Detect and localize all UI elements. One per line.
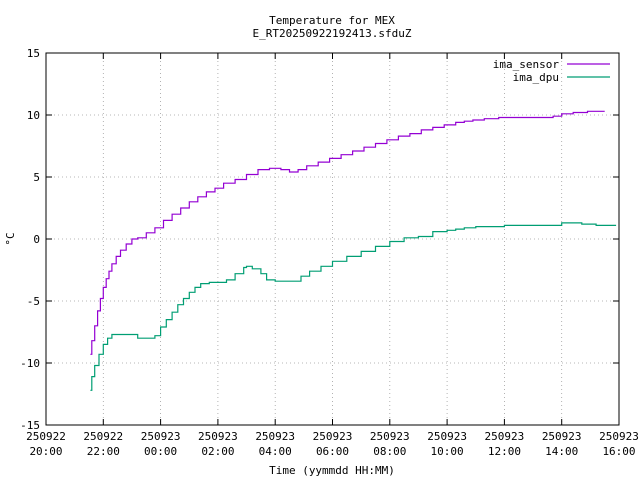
x-tick-date: 250923 bbox=[198, 430, 238, 443]
plot-border bbox=[45, 52, 620, 426]
y-tick-label: -15 bbox=[20, 419, 40, 432]
y-axis-ticks: -15 -10 -5 0 5 10 15 bbox=[20, 47, 619, 432]
y-tick-label: -10 bbox=[20, 357, 40, 370]
x-tick-date: 250923 bbox=[599, 430, 639, 443]
y-tick-label: 5 bbox=[33, 171, 40, 184]
x-tick-time: 02:00 bbox=[201, 445, 234, 458]
x-tick-date: 250923 bbox=[141, 430, 181, 443]
x-tick-time: 08:00 bbox=[373, 445, 406, 458]
legend-label: ima_dpu bbox=[513, 71, 559, 84]
x-tick-time: 12:00 bbox=[488, 445, 521, 458]
x-tick-time: 06:00 bbox=[316, 445, 349, 458]
x-tick-time: 04:00 bbox=[259, 445, 292, 458]
chart-subtitle: E_RT20250922192413.sfduZ bbox=[253, 27, 412, 40]
x-tick-time: 14:00 bbox=[545, 445, 578, 458]
y-tick-label: -5 bbox=[27, 295, 40, 308]
x-tick-date: 250923 bbox=[542, 430, 582, 443]
x-tick-date: 250923 bbox=[313, 430, 353, 443]
x-axis-label: Time (yymmdd HH:MM) bbox=[269, 464, 395, 477]
y-tick-label: 0 bbox=[33, 233, 40, 246]
series-lines bbox=[90, 110, 617, 391]
y-tick-label: 15 bbox=[27, 47, 40, 60]
x-tick-time: 16:00 bbox=[602, 445, 635, 458]
x-tick-date: 250923 bbox=[485, 430, 525, 443]
series-line-ima-sensor bbox=[90, 110, 605, 355]
x-tick-time: 22:00 bbox=[87, 445, 120, 458]
x-tick-date: 250923 bbox=[255, 430, 295, 443]
x-tick-time: 00:00 bbox=[144, 445, 177, 458]
legend-label: ima_sensor bbox=[493, 58, 560, 71]
series-line-ima-dpu bbox=[90, 222, 617, 391]
x-tick-date: 250922 bbox=[26, 430, 66, 443]
x-tick-date: 250923 bbox=[427, 430, 467, 443]
y-axis-label: °C bbox=[4, 232, 17, 245]
x-axis-ticks: 250922 20:00 250922 22:00 250923 00:00 250923 0… bbox=[26, 53, 639, 458]
x-tick-time: 20:00 bbox=[29, 445, 62, 458]
x-tick-date: 250923 bbox=[370, 430, 410, 443]
y-tick-label: 10 bbox=[27, 109, 40, 122]
chart-title: Temperature for MEX bbox=[269, 14, 395, 27]
x-tick-date: 250922 bbox=[83, 430, 123, 443]
x-tick-time: 10:00 bbox=[431, 445, 464, 458]
